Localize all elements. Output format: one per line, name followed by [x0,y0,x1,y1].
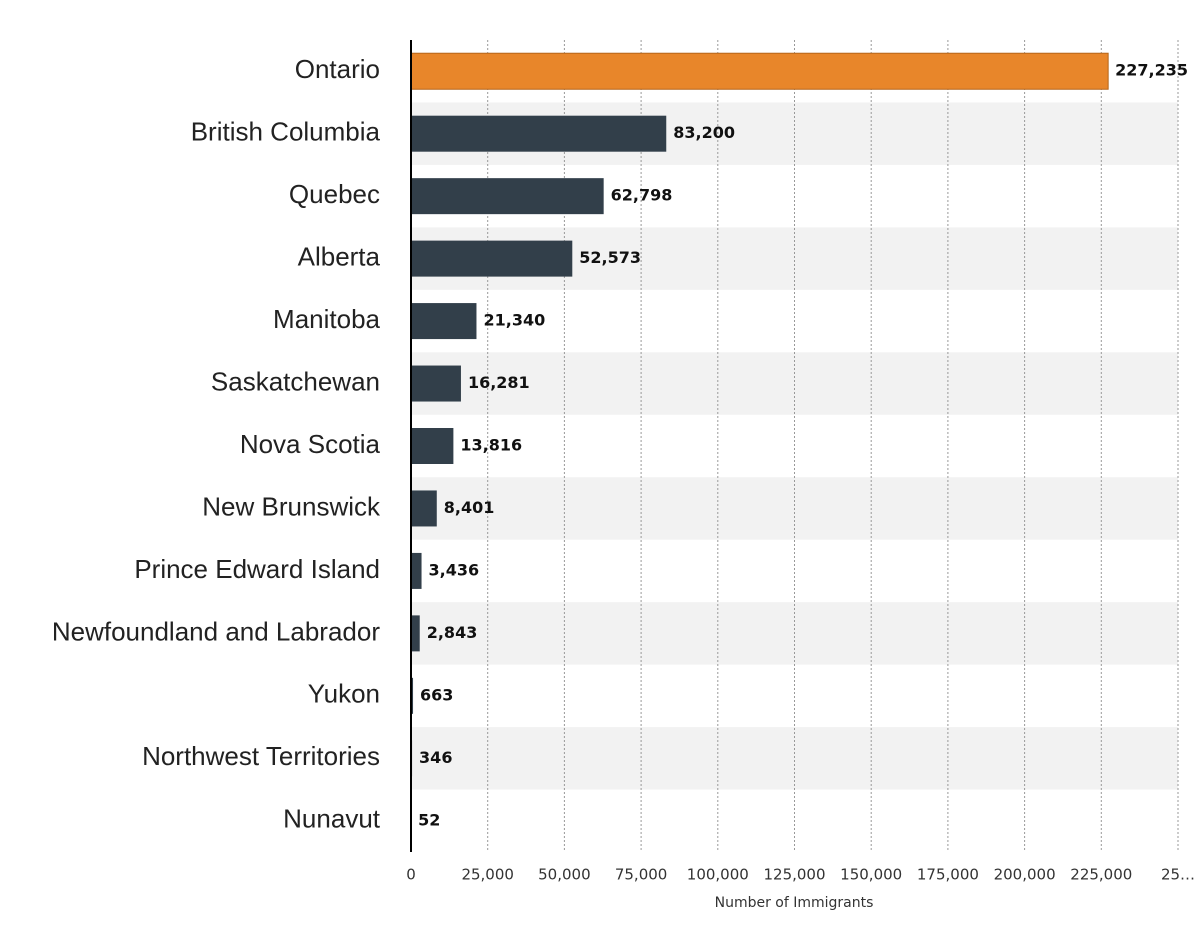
value-label: 16,281 [468,373,530,392]
category-label: Yukon [308,679,380,709]
bar [411,428,453,464]
bar [411,615,420,651]
x-tick-label: 25… [1161,866,1195,884]
value-label: 21,340 [483,311,545,330]
bar [411,178,604,214]
x-axis-label: Number of Immigrants [715,895,874,911]
value-label: 2,843 [427,623,478,642]
x-tick-label: 50,000 [538,866,591,884]
category-label: Newfoundland and Labrador [52,616,380,646]
bar [411,116,666,152]
x-tick-label: 0 [406,866,416,884]
value-label: 227,235 [1115,61,1188,80]
category-label: Alberta [298,241,381,271]
category-label: British Columbia [191,117,381,147]
value-label: 52 [418,810,440,829]
category-label: Northwest Territories [142,741,380,771]
value-label: 83,200 [673,123,735,142]
x-tick-label: 225,000 [1070,866,1132,884]
value-label: 3,436 [429,560,480,579]
category-label: Saskatchewan [211,366,380,396]
value-label: 62,798 [611,186,673,205]
category-label: Nova Scotia [240,429,381,459]
category-label: Prince Edward Island [134,554,380,584]
bar [411,241,572,277]
category-label: Manitoba [273,304,380,334]
x-tick-label: 75,000 [615,866,668,884]
x-tick-label: 125,000 [763,866,825,884]
bar [411,366,461,402]
bar [411,553,422,589]
value-label: 663 [420,685,453,704]
x-tick-label: 25,000 [461,866,514,884]
bar [411,490,437,526]
x-tick-label: 150,000 [840,866,902,884]
category-label: New Brunswick [202,491,381,521]
bar [411,53,1108,89]
category-label: Quebec [289,179,380,209]
category-label: Nunavut [283,804,381,834]
x-tick-label: 200,000 [994,866,1056,884]
bar [411,303,476,339]
x-tick-label: 100,000 [687,866,749,884]
category-label: Ontario [295,54,380,84]
value-label: 346 [419,748,452,767]
value-label: 13,816 [460,436,522,455]
value-label: 8,401 [444,498,495,517]
x-tick-label: 175,000 [917,866,979,884]
value-label: 52,573 [579,248,641,267]
